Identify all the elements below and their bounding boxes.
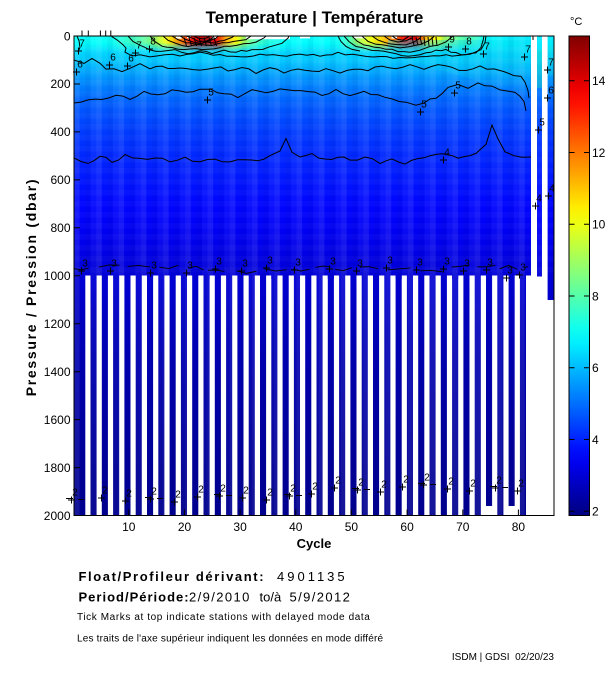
- svg-text:6: 6: [548, 86, 554, 97]
- svg-text:3: 3: [151, 261, 157, 272]
- svg-text:Tick Marks at top indicate sta: Tick Marks at top indicate stations with…: [77, 612, 370, 623]
- svg-text:2/9/2010: 2/9/2010: [189, 590, 251, 605]
- svg-text:2: 2: [358, 478, 364, 489]
- svg-text:8: 8: [592, 289, 599, 303]
- svg-text:2: 2: [267, 488, 273, 499]
- svg-text:1000: 1000: [44, 269, 71, 283]
- svg-text:400: 400: [50, 125, 70, 139]
- svg-text:3: 3: [507, 266, 513, 277]
- svg-text:12: 12: [592, 146, 606, 160]
- svg-text:3: 3: [82, 259, 88, 270]
- svg-text:2: 2: [403, 475, 409, 486]
- svg-text:3: 3: [267, 256, 273, 267]
- svg-text:2: 2: [518, 479, 524, 490]
- svg-text:Les traits de l'axe supérieur: Les traits de l'axe supérieur indiquent …: [77, 634, 383, 645]
- svg-text:7: 7: [525, 45, 531, 56]
- svg-text:2: 2: [102, 486, 108, 497]
- svg-text:3: 3: [487, 258, 493, 269]
- svg-text:30: 30: [233, 520, 247, 534]
- svg-text:80: 80: [512, 520, 526, 534]
- svg-text:6: 6: [77, 60, 83, 71]
- svg-text:200: 200: [50, 77, 70, 91]
- svg-text:2: 2: [151, 487, 157, 498]
- svg-text:Period/Période:: Period/Période:: [79, 590, 190, 605]
- svg-text:ISDM | GDSI 02/20/23: ISDM | GDSI 02/20/23: [452, 652, 555, 663]
- svg-text:to/à: to/à: [260, 590, 282, 605]
- svg-text:2: 2: [592, 505, 599, 519]
- svg-text:3: 3: [216, 257, 222, 268]
- svg-text:5: 5: [421, 100, 427, 111]
- svg-text:5: 5: [539, 118, 545, 129]
- svg-text:6: 6: [128, 54, 134, 65]
- svg-text:7: 7: [548, 58, 554, 69]
- svg-text:9: 9: [449, 35, 455, 46]
- svg-text:50: 50: [345, 520, 359, 534]
- svg-text:3: 3: [187, 261, 193, 272]
- svg-text:2000: 2000: [44, 509, 71, 523]
- svg-text:2: 2: [198, 485, 204, 496]
- svg-text:7: 7: [136, 41, 142, 52]
- svg-text:Cycle: Cycle: [297, 536, 332, 551]
- svg-text:2: 2: [290, 484, 296, 495]
- svg-text:4901135: 4901135: [277, 569, 348, 584]
- svg-text:4: 4: [549, 184, 555, 195]
- svg-text:40: 40: [289, 520, 303, 534]
- svg-text:20: 20: [178, 520, 192, 534]
- svg-text:3: 3: [520, 263, 526, 274]
- svg-text:70: 70: [456, 520, 470, 534]
- svg-text:3: 3: [111, 259, 117, 270]
- svg-text:2: 2: [175, 490, 181, 501]
- svg-text:8: 8: [150, 37, 156, 48]
- svg-text:2: 2: [72, 488, 78, 499]
- svg-text:2: 2: [448, 477, 454, 488]
- svg-text:Temperature | Température: Temperature | Température: [206, 8, 424, 27]
- svg-text:5: 5: [208, 88, 214, 99]
- svg-text:14: 14: [592, 74, 606, 88]
- svg-text:3: 3: [417, 258, 423, 269]
- svg-text:4: 4: [592, 433, 599, 447]
- svg-text:7: 7: [79, 39, 85, 50]
- svg-text:3: 3: [295, 258, 301, 269]
- svg-text:5/9/2012: 5/9/2012: [290, 590, 352, 605]
- svg-text:6: 6: [592, 361, 599, 375]
- svg-text:2: 2: [335, 476, 341, 487]
- svg-text:4: 4: [536, 194, 542, 205]
- svg-text:3: 3: [330, 257, 336, 268]
- svg-text:8: 8: [466, 37, 472, 48]
- svg-text:0: 0: [64, 29, 71, 43]
- svg-text:60: 60: [400, 520, 414, 534]
- svg-text:6: 6: [110, 53, 116, 64]
- svg-text:2: 2: [312, 482, 318, 493]
- svg-text:Pressure / Pression (dbar): Pressure / Pression (dbar): [23, 178, 39, 397]
- svg-text:3: 3: [242, 259, 248, 270]
- svg-text:4: 4: [444, 148, 450, 159]
- svg-text:3: 3: [357, 259, 363, 270]
- svg-text:2: 2: [470, 479, 476, 490]
- svg-text:3: 3: [444, 257, 450, 268]
- svg-text:1600: 1600: [44, 413, 71, 427]
- svg-text:2: 2: [381, 480, 387, 491]
- svg-text:3: 3: [464, 259, 470, 270]
- svg-text:2: 2: [220, 484, 226, 495]
- svg-text:800: 800: [50, 221, 70, 235]
- svg-text:2: 2: [126, 489, 132, 500]
- svg-text:Float/Profileur dérivant:: Float/Profileur dérivant:: [79, 569, 266, 584]
- svg-text:1800: 1800: [44, 461, 71, 475]
- svg-text:7: 7: [484, 42, 490, 53]
- svg-text:2: 2: [496, 476, 502, 487]
- svg-text:10: 10: [592, 218, 606, 232]
- svg-text:1200: 1200: [44, 317, 71, 331]
- svg-text:600: 600: [50, 173, 70, 187]
- svg-text:2: 2: [424, 473, 430, 484]
- svg-text:3: 3: [387, 256, 393, 267]
- svg-text:10: 10: [122, 520, 136, 534]
- svg-text:5: 5: [455, 81, 461, 92]
- svg-text:1400: 1400: [44, 365, 71, 379]
- svg-text:°C: °C: [570, 16, 582, 28]
- svg-text:2: 2: [243, 486, 249, 497]
